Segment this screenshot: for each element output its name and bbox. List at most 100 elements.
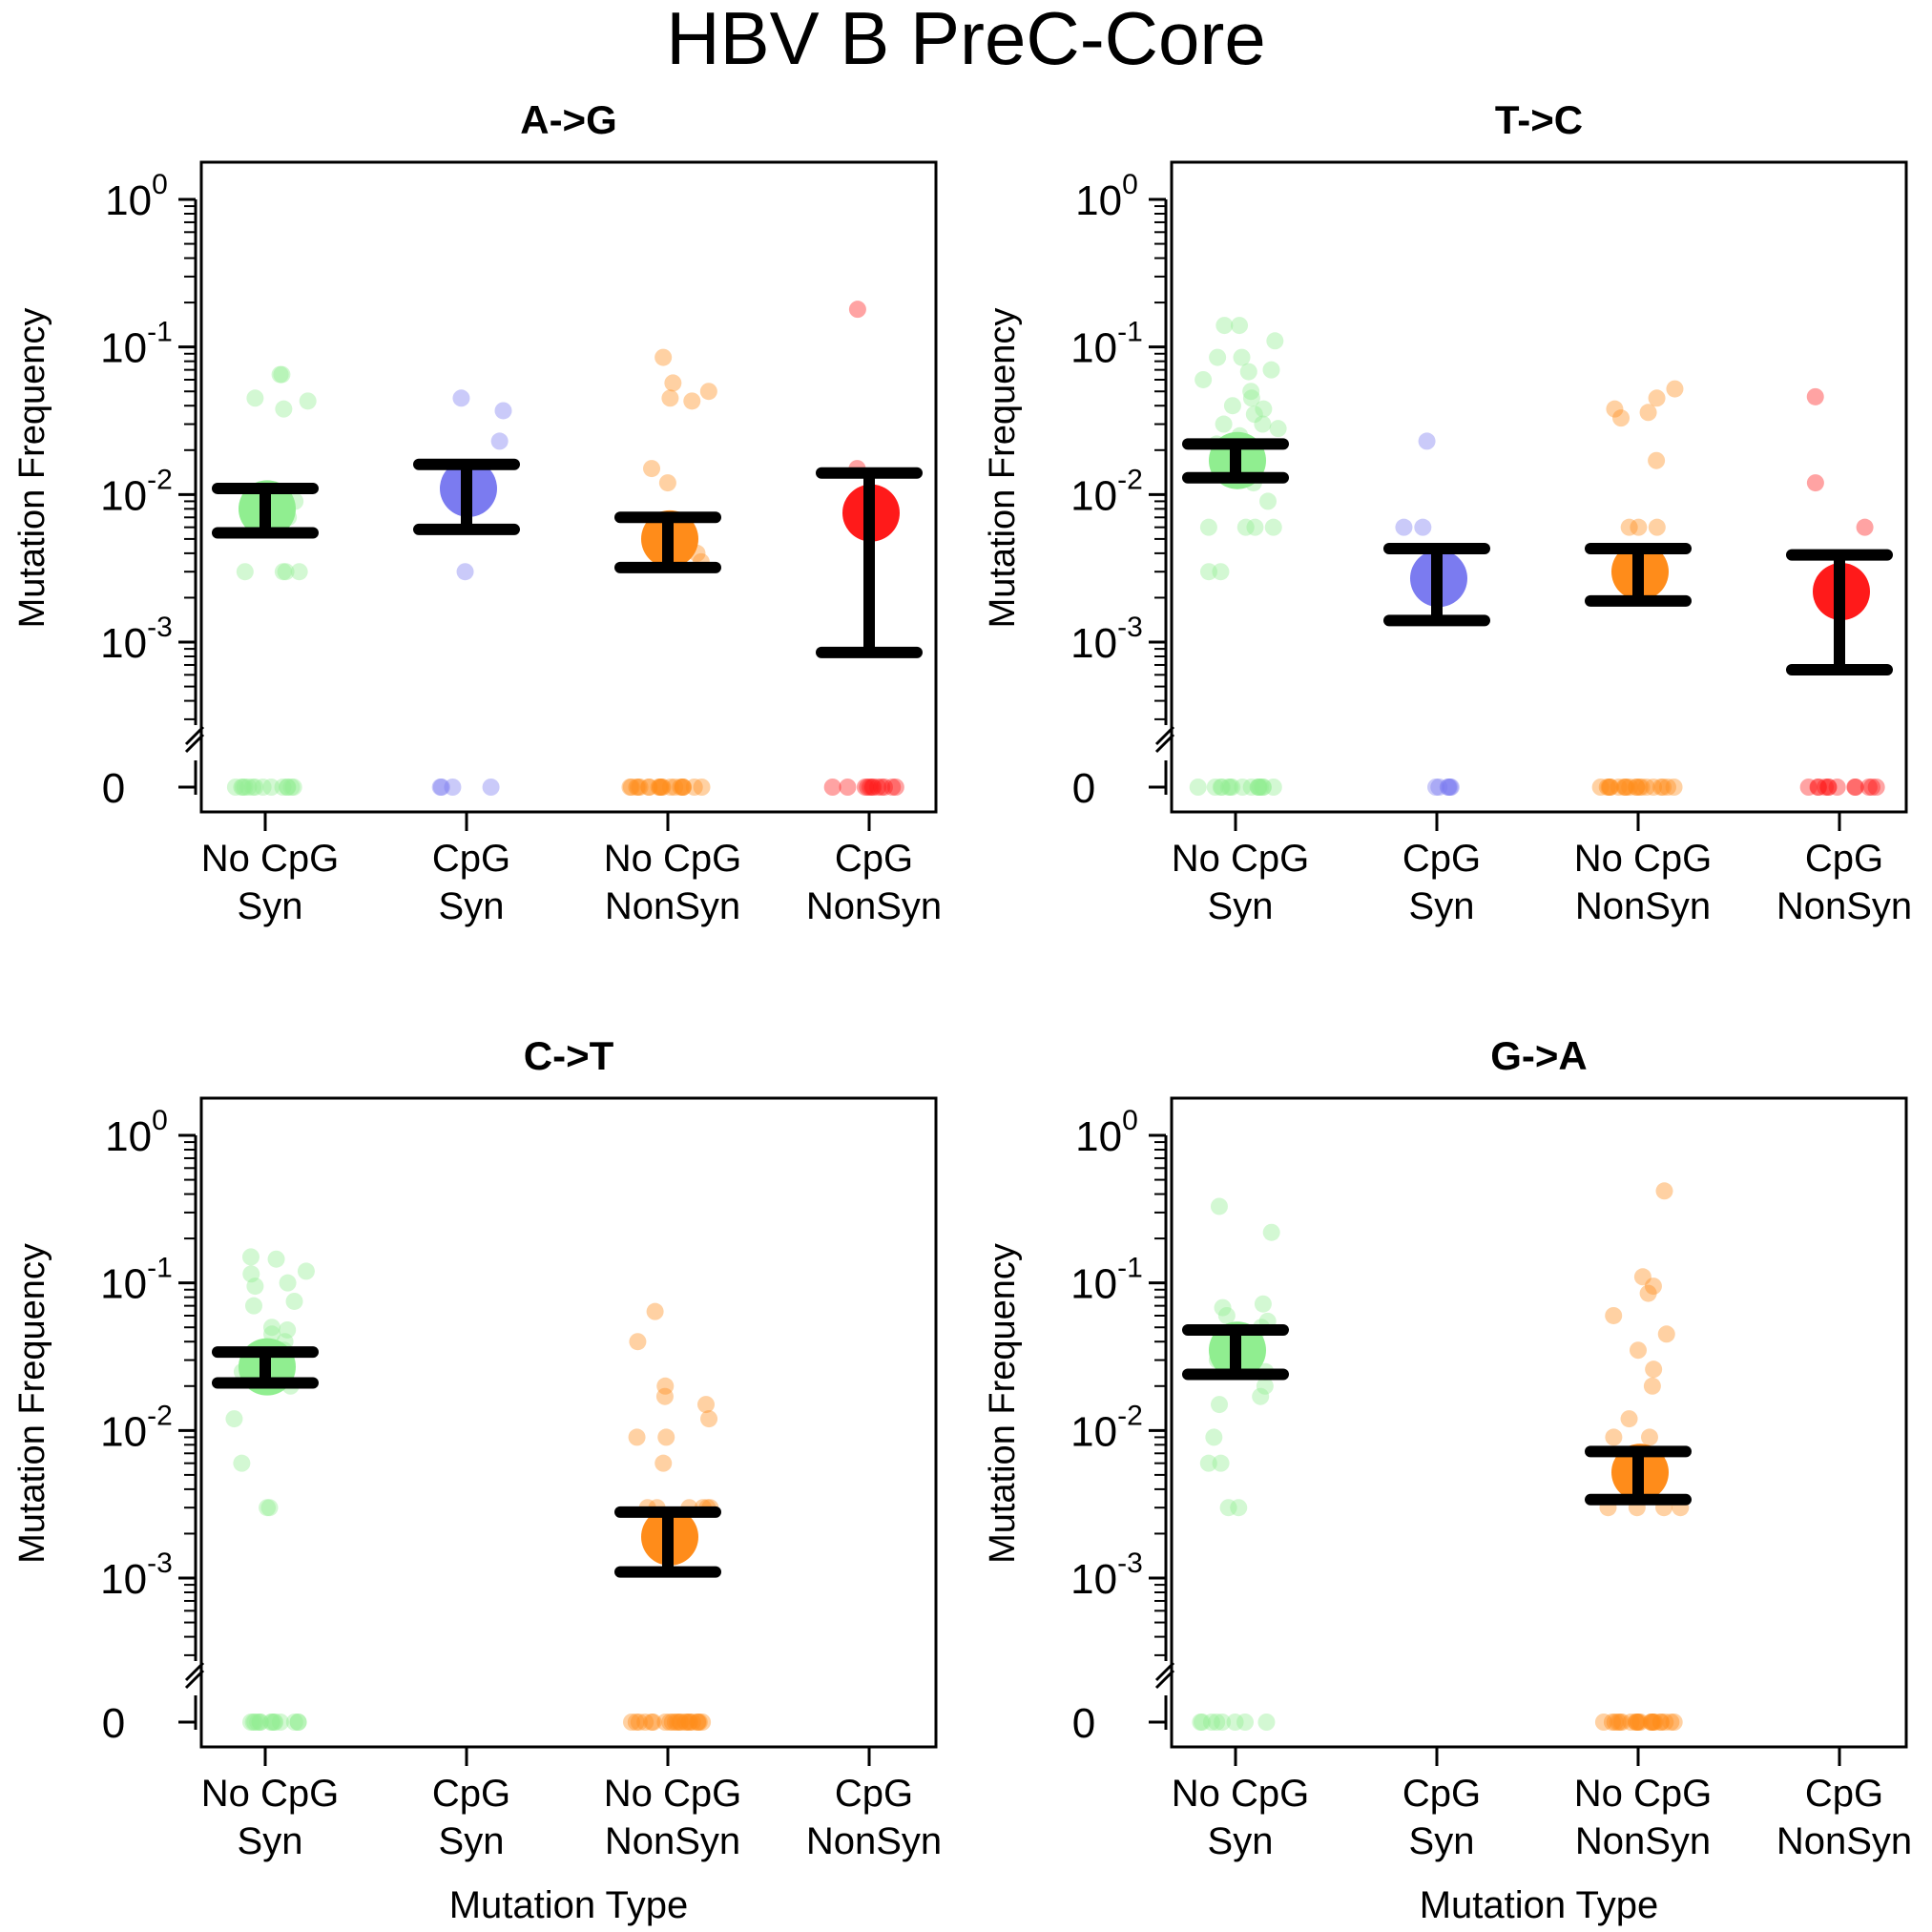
data-point (1211, 1396, 1229, 1414)
data-point (654, 348, 673, 366)
data-point (1252, 1387, 1270, 1405)
zero-point (1617, 779, 1635, 796)
x-tick-label: NonSyn (806, 1820, 942, 1862)
zero-point (1257, 1714, 1276, 1731)
zero-point (1642, 1714, 1660, 1731)
zero-point (1665, 1714, 1683, 1731)
data-point (279, 1320, 297, 1339)
y-tick-label: 10-3 (1070, 612, 1143, 667)
plot-frame (1170, 1096, 1908, 1749)
data-point (1195, 370, 1213, 388)
zero-point (1610, 779, 1628, 796)
zero-point (1859, 779, 1878, 796)
data-point (696, 1396, 715, 1414)
zero-point (654, 779, 672, 796)
data-point (1258, 492, 1277, 510)
x-tick-label: No CpG (1574, 1773, 1713, 1815)
data-point (285, 1292, 303, 1310)
data-point (1231, 317, 1249, 335)
zero-point (1601, 779, 1619, 796)
data-point (299, 392, 317, 410)
zero-point (869, 779, 887, 796)
data-point (1223, 397, 1241, 415)
plot-frame (199, 1096, 938, 1749)
chart-panel-1: A->G 100 10-1 10-2 10-3 0 Mutation Frequency No… (12, 97, 942, 927)
zero-point (1610, 1714, 1629, 1731)
data-point (277, 563, 295, 581)
data-point (262, 1319, 280, 1337)
y-zero-label: 0 (102, 765, 125, 812)
data-point (664, 374, 682, 392)
x-axis-label: Mutation Type (1420, 1884, 1659, 1926)
zero-point (630, 1714, 648, 1731)
data-point (657, 1428, 675, 1446)
data-point (1236, 518, 1255, 536)
x-tick-label: Syn (1208, 1820, 1274, 1862)
data-point (1266, 332, 1284, 350)
y-tick-label: 10-3 (100, 612, 173, 667)
zero-point (622, 779, 640, 796)
zero-point (676, 1714, 695, 1731)
data-point (494, 402, 512, 420)
zero-point (1817, 779, 1835, 796)
x-tick-label: NonSyn (605, 1820, 740, 1862)
zero-point (685, 779, 703, 796)
zero-point (672, 1714, 690, 1731)
zero-point (1441, 779, 1459, 796)
zero-point (650, 779, 668, 796)
data-point (1219, 1499, 1237, 1517)
data-point (1239, 363, 1257, 381)
data-point (490, 432, 509, 450)
zero-point (251, 1714, 269, 1731)
x-tick-label: Syn (238, 885, 303, 927)
data-point (1806, 474, 1824, 492)
zero-point (1819, 779, 1838, 796)
data-point (1233, 348, 1251, 366)
zero-point (875, 779, 893, 796)
zero-point (263, 1714, 281, 1731)
zero-point (1612, 1714, 1631, 1731)
zero-point (1609, 1714, 1627, 1731)
zero-point (1234, 779, 1252, 796)
y-tick-label: 10-3 (1070, 1548, 1143, 1603)
data-point (456, 563, 474, 581)
x-tick-label: NonSyn (1575, 1820, 1711, 1862)
zero-point (1606, 1714, 1624, 1731)
axis-break-mark (1154, 725, 1175, 746)
data-point (259, 1499, 277, 1517)
zero-point (623, 1714, 641, 1731)
zero-point (1654, 779, 1672, 796)
data-point (1199, 518, 1217, 536)
y-zero-label: 0 (102, 1700, 125, 1747)
zero-point (1219, 779, 1237, 796)
zero-point (674, 779, 692, 796)
zero-point (1828, 779, 1846, 796)
data-point (271, 365, 289, 384)
zero-point (1637, 779, 1655, 796)
zero-point (285, 1714, 303, 1731)
zero-point (1202, 1714, 1220, 1731)
zero-point (1598, 779, 1616, 796)
zero-point (1250, 779, 1268, 796)
data-point (241, 1248, 260, 1266)
zero-point (1628, 1714, 1646, 1731)
zero-point (661, 1714, 679, 1731)
zero-point (249, 1714, 267, 1731)
zero-point (627, 1714, 645, 1731)
data-point (1262, 1223, 1280, 1241)
zero-point (1652, 779, 1671, 796)
data-point (1255, 400, 1273, 418)
data-point (1856, 518, 1874, 536)
data-point (225, 1410, 243, 1428)
data-point (1645, 1361, 1663, 1379)
zero-point (1254, 779, 1272, 796)
zero-point (246, 1714, 264, 1731)
data-point (656, 1377, 675, 1395)
zero-point (1213, 779, 1231, 796)
data-point (1655, 1182, 1673, 1200)
x-tick-label: No CpG (1172, 838, 1310, 880)
data-point (1215, 317, 1234, 335)
data-point (1205, 1428, 1223, 1446)
zero-point (266, 1714, 284, 1731)
zero-point (1192, 1714, 1210, 1731)
